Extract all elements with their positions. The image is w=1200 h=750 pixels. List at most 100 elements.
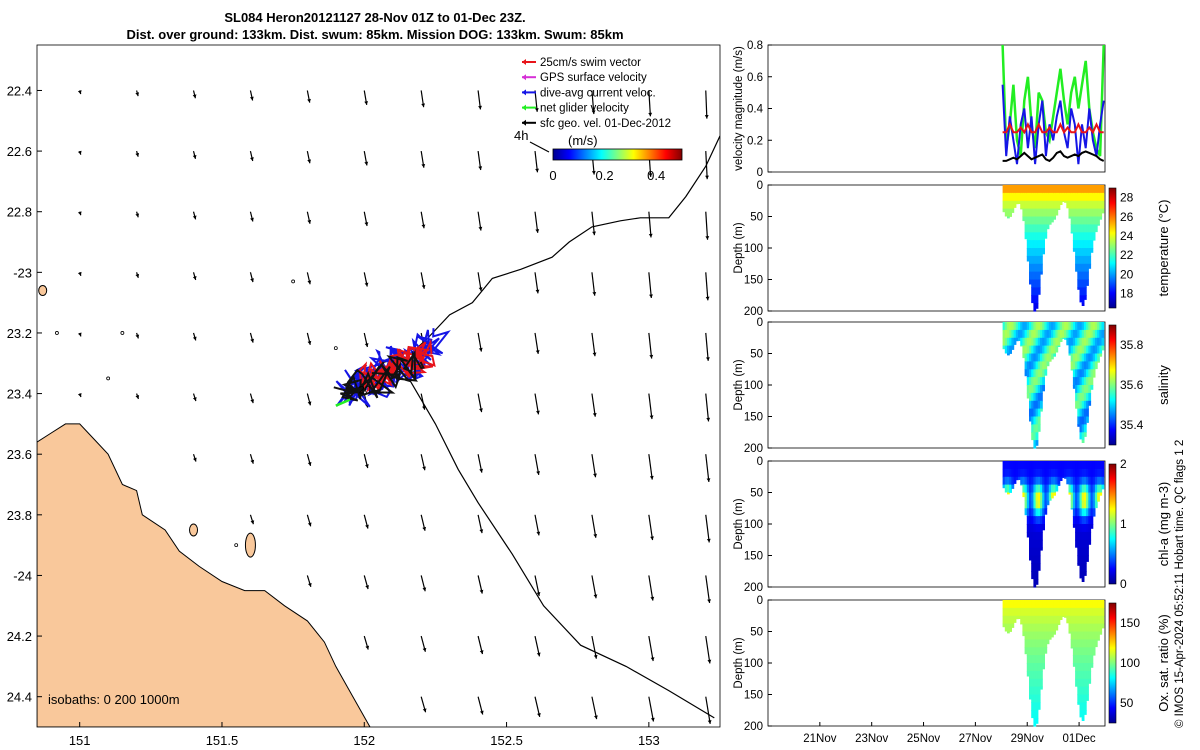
- profile-cell: [1083, 369, 1087, 378]
- profile-cell: [1031, 279, 1034, 288]
- profile-cell: [1040, 329, 1043, 339]
- profile-cell: [1022, 208, 1026, 218]
- profile-cell: [1055, 345, 1059, 353]
- profile-cell: [1040, 337, 1043, 347]
- profile-cell: [1081, 555, 1085, 564]
- profile-cell: [1035, 571, 1039, 580]
- profile-cell: [1029, 392, 1032, 402]
- profile-cell: [1057, 468, 1061, 478]
- colorbar-tick-label: 1: [1120, 517, 1127, 531]
- profile-cell: [1055, 623, 1059, 631]
- profile-cell: [1094, 623, 1098, 633]
- profile-cell: [1042, 524, 1045, 531]
- profile-cell: [1053, 615, 1056, 625]
- profile-cell: [1094, 322, 1098, 331]
- profile-cell: [1046, 631, 1050, 640]
- profile-cell: [1070, 369, 1074, 371]
- profile-cell: [1044, 361, 1048, 370]
- profile-cell: [1042, 337, 1045, 347]
- profile-cell: [1029, 224, 1032, 233]
- profile-cell: [1088, 385, 1092, 394]
- profile-cell: [1004, 476, 1008, 486]
- profile-cell: [1075, 377, 1078, 386]
- profile-cell: [1083, 686, 1087, 696]
- profile-cell: [1083, 416, 1087, 425]
- depth-tick-label: 0: [757, 456, 763, 468]
- profile-cell: [1072, 484, 1076, 494]
- profile-cell: [1051, 600, 1054, 609]
- current-vector: [363, 635, 370, 650]
- profile-cell: [1083, 678, 1087, 688]
- profile-cell: [1090, 631, 1094, 640]
- profile-cell: [1007, 192, 1010, 202]
- profile-cell: [1026, 216, 1030, 225]
- profile-cell: [1090, 329, 1094, 339]
- colorbar-label: salinity: [1156, 365, 1171, 405]
- profile-cell: [1081, 539, 1085, 549]
- profile-cell: [1075, 345, 1078, 355]
- profile-cell: [1072, 385, 1076, 389]
- profile-cell: [1040, 208, 1043, 218]
- profile-cell: [1097, 216, 1100, 225]
- depth-tick-label: 0: [757, 595, 763, 607]
- profile-cell: [1033, 392, 1037, 402]
- profile-cell: [1072, 631, 1076, 640]
- profile-cell: [1046, 200, 1050, 210]
- profile-cell: [1055, 208, 1059, 216]
- profile-cell: [1075, 655, 1078, 664]
- profile-cell: [1079, 639, 1083, 648]
- profile-cell: [1068, 631, 1072, 634]
- profile-cell: [1090, 476, 1094, 486]
- profile-cell: [1079, 484, 1083, 494]
- profile-cell: [1101, 461, 1105, 470]
- profile-cell: [1037, 192, 1041, 202]
- profile-cell: [1064, 329, 1067, 339]
- profile-cell: [1083, 702, 1087, 711]
- profile-cell: [1061, 329, 1065, 339]
- profile-cell: [1035, 377, 1039, 386]
- profile-cell: [1077, 539, 1081, 549]
- current-vector: [306, 393, 312, 406]
- profile-cell: [1064, 600, 1067, 609]
- current-vector: [591, 90, 596, 115]
- profile-cell: [1011, 208, 1015, 213]
- profile-cell: [1090, 524, 1094, 529]
- profile-cell: [1090, 322, 1094, 331]
- profile-cell: [1053, 353, 1056, 357]
- profile-cell: [1022, 337, 1026, 347]
- profile-cell: [1101, 208, 1105, 214]
- profile-cell: [1099, 192, 1103, 202]
- profile-cell: [1081, 361, 1085, 370]
- profile-cell: [1037, 531, 1041, 541]
- profile-cell: [1040, 686, 1043, 690]
- profile-cell: [1046, 361, 1050, 367]
- profile-cell: [1092, 322, 1096, 331]
- profile-cell: [1002, 600, 1006, 609]
- profile-cell: [1020, 200, 1023, 210]
- depth-tick-label: 200: [744, 306, 763, 318]
- profile-cell: [1040, 670, 1043, 680]
- time-tick-label: 01Dec: [1062, 733, 1095, 745]
- profile-cell: [1048, 631, 1052, 640]
- depth-tick-label: 150: [744, 412, 763, 424]
- profile-cell: [1072, 516, 1076, 525]
- profile-cell: [1035, 185, 1039, 194]
- y-tick-label: 23.6: [7, 447, 32, 462]
- profile-cell: [1046, 484, 1050, 494]
- profile-cell: [1046, 353, 1050, 362]
- profile-cell: [1046, 607, 1050, 617]
- legend-entry: GPS surface velocity: [522, 72, 647, 84]
- current-vector: [477, 211, 483, 231]
- profile-cell: [1086, 185, 1089, 194]
- profile-cell: [1079, 500, 1083, 509]
- x-tick-label: 151: [69, 733, 91, 748]
- profile-cell: [1033, 710, 1037, 719]
- profile-cell: [1031, 508, 1034, 517]
- profile-cell: [1086, 639, 1089, 648]
- profile-cell: [1026, 369, 1030, 378]
- profile-cell: [1072, 508, 1076, 517]
- profile-cell: [1081, 216, 1085, 225]
- profile-cell: [1055, 600, 1059, 609]
- profile-cell: [1070, 639, 1074, 648]
- profile-cell: [1031, 639, 1034, 648]
